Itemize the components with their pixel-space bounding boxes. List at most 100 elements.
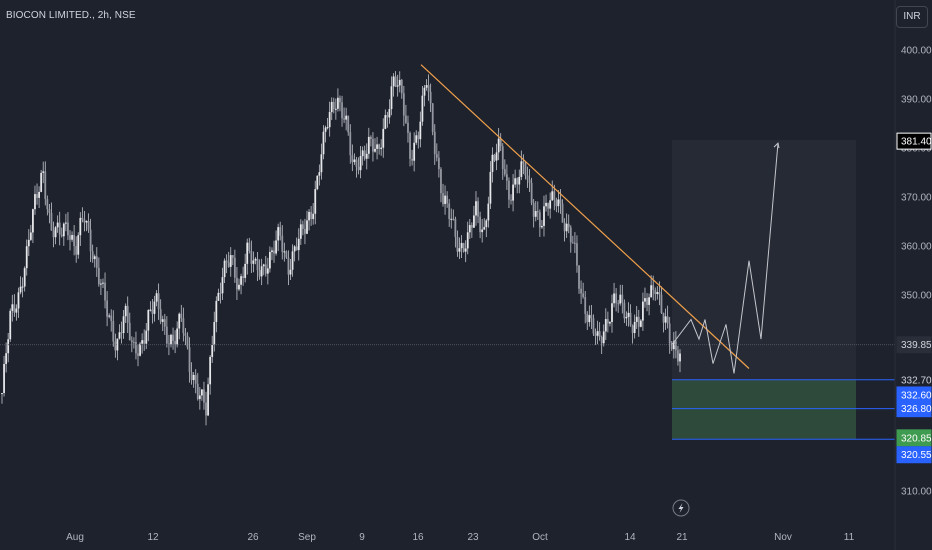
candle-body bbox=[104, 282, 106, 301]
candle-body bbox=[473, 215, 475, 228]
candle-body bbox=[256, 258, 259, 271]
candle-body bbox=[672, 341, 675, 350]
candle-body bbox=[7, 339, 10, 354]
candle-body bbox=[666, 316, 669, 324]
candle-body bbox=[153, 301, 156, 314]
candle-body bbox=[40, 172, 43, 192]
candle-body bbox=[114, 341, 117, 351]
candle-body bbox=[578, 265, 580, 289]
candle-body bbox=[446, 195, 449, 204]
x-tick-label: Nov bbox=[774, 532, 792, 543]
projected-path[interactable] bbox=[671, 143, 779, 374]
candle-body bbox=[664, 316, 667, 323]
candle-body bbox=[79, 217, 82, 236]
candle-body bbox=[569, 227, 572, 243]
candle-body bbox=[60, 234, 63, 237]
candle-body bbox=[277, 227, 280, 241]
candle-body bbox=[242, 276, 245, 278]
candle-body bbox=[159, 309, 162, 322]
price-label-blue-box bbox=[896, 446, 932, 464]
candle-body bbox=[491, 154, 494, 172]
candle-body bbox=[32, 209, 34, 233]
candle-body bbox=[11, 304, 14, 311]
candle-body bbox=[372, 138, 374, 152]
candle-body bbox=[460, 243, 463, 249]
candle-body bbox=[658, 292, 661, 295]
candle-body bbox=[483, 227, 486, 230]
candle-body bbox=[376, 144, 378, 149]
candle-body bbox=[287, 257, 290, 275]
candle-body bbox=[145, 330, 148, 344]
candle-body bbox=[639, 320, 642, 327]
candle-body bbox=[679, 353, 681, 362]
candle-body bbox=[637, 316, 640, 327]
candle-body bbox=[120, 332, 123, 334]
candle-body bbox=[25, 246, 28, 269]
candle-body bbox=[211, 345, 214, 357]
candle-body bbox=[106, 300, 109, 317]
candle-body bbox=[615, 293, 618, 304]
candle-body bbox=[122, 316, 125, 334]
candle-body bbox=[320, 154, 323, 173]
candle-body bbox=[559, 199, 562, 204]
candle-body bbox=[538, 212, 541, 228]
candle-body bbox=[67, 222, 69, 236]
candle-body bbox=[139, 343, 141, 356]
candle-body bbox=[81, 217, 84, 220]
flash-icon[interactable] bbox=[672, 499, 690, 517]
candle-body bbox=[596, 331, 599, 336]
candle-body bbox=[590, 315, 593, 319]
candle-body bbox=[205, 402, 207, 416]
candle-body bbox=[332, 101, 335, 110]
candle-body bbox=[19, 286, 22, 293]
candle-body bbox=[186, 335, 189, 348]
candle-body bbox=[674, 341, 677, 351]
candle-body bbox=[312, 213, 315, 220]
price-label-zone-top: 332.70 bbox=[901, 375, 932, 386]
candle-body bbox=[623, 302, 626, 319]
candle-body bbox=[470, 225, 473, 228]
candle-body bbox=[203, 389, 205, 403]
candle-body bbox=[662, 312, 665, 323]
candle-body bbox=[621, 294, 624, 303]
candle-body bbox=[617, 303, 620, 305]
candle-body bbox=[54, 227, 57, 238]
candle-body bbox=[233, 257, 236, 278]
candle-body bbox=[466, 232, 469, 249]
candle-body bbox=[236, 277, 238, 290]
candle-body bbox=[602, 331, 605, 344]
x-tick-label: Sep bbox=[298, 532, 316, 543]
candle-body bbox=[316, 175, 319, 190]
candle-body bbox=[219, 292, 222, 294]
candle-body bbox=[464, 248, 467, 252]
y-tick-label: 310.00 bbox=[901, 487, 932, 498]
candle-body bbox=[304, 228, 306, 234]
x-tick-label: 12 bbox=[147, 532, 159, 543]
candle-body bbox=[250, 250, 253, 264]
candle-body bbox=[419, 121, 422, 140]
time-axis[interactable]: Aug 12 26 Sep 9 16 23 Oct 14 21 Nov 11 bbox=[66, 532, 855, 543]
candle-body bbox=[246, 242, 249, 264]
candle-body bbox=[477, 201, 479, 217]
candle-body bbox=[584, 296, 587, 314]
candle-body bbox=[36, 194, 38, 198]
price-label-blue: 332.60 bbox=[901, 390, 932, 401]
candle-body bbox=[510, 199, 512, 201]
descending-trendline[interactable] bbox=[420, 64, 750, 369]
candle-body bbox=[631, 325, 634, 334]
target-zone[interactable] bbox=[672, 379, 895, 440]
currency-button[interactable]: INR bbox=[896, 6, 928, 28]
candle-body bbox=[627, 312, 630, 317]
candle-body bbox=[650, 285, 653, 298]
candle-body bbox=[273, 250, 275, 254]
candle-body bbox=[97, 267, 100, 285]
candle-body bbox=[27, 239, 30, 247]
candle-body bbox=[576, 243, 578, 266]
candle-body bbox=[13, 304, 16, 313]
candle-body bbox=[194, 374, 197, 384]
candle-body bbox=[361, 150, 364, 157]
candle-body bbox=[297, 238, 300, 251]
candle-body bbox=[543, 206, 545, 226]
candle-body bbox=[21, 286, 24, 288]
